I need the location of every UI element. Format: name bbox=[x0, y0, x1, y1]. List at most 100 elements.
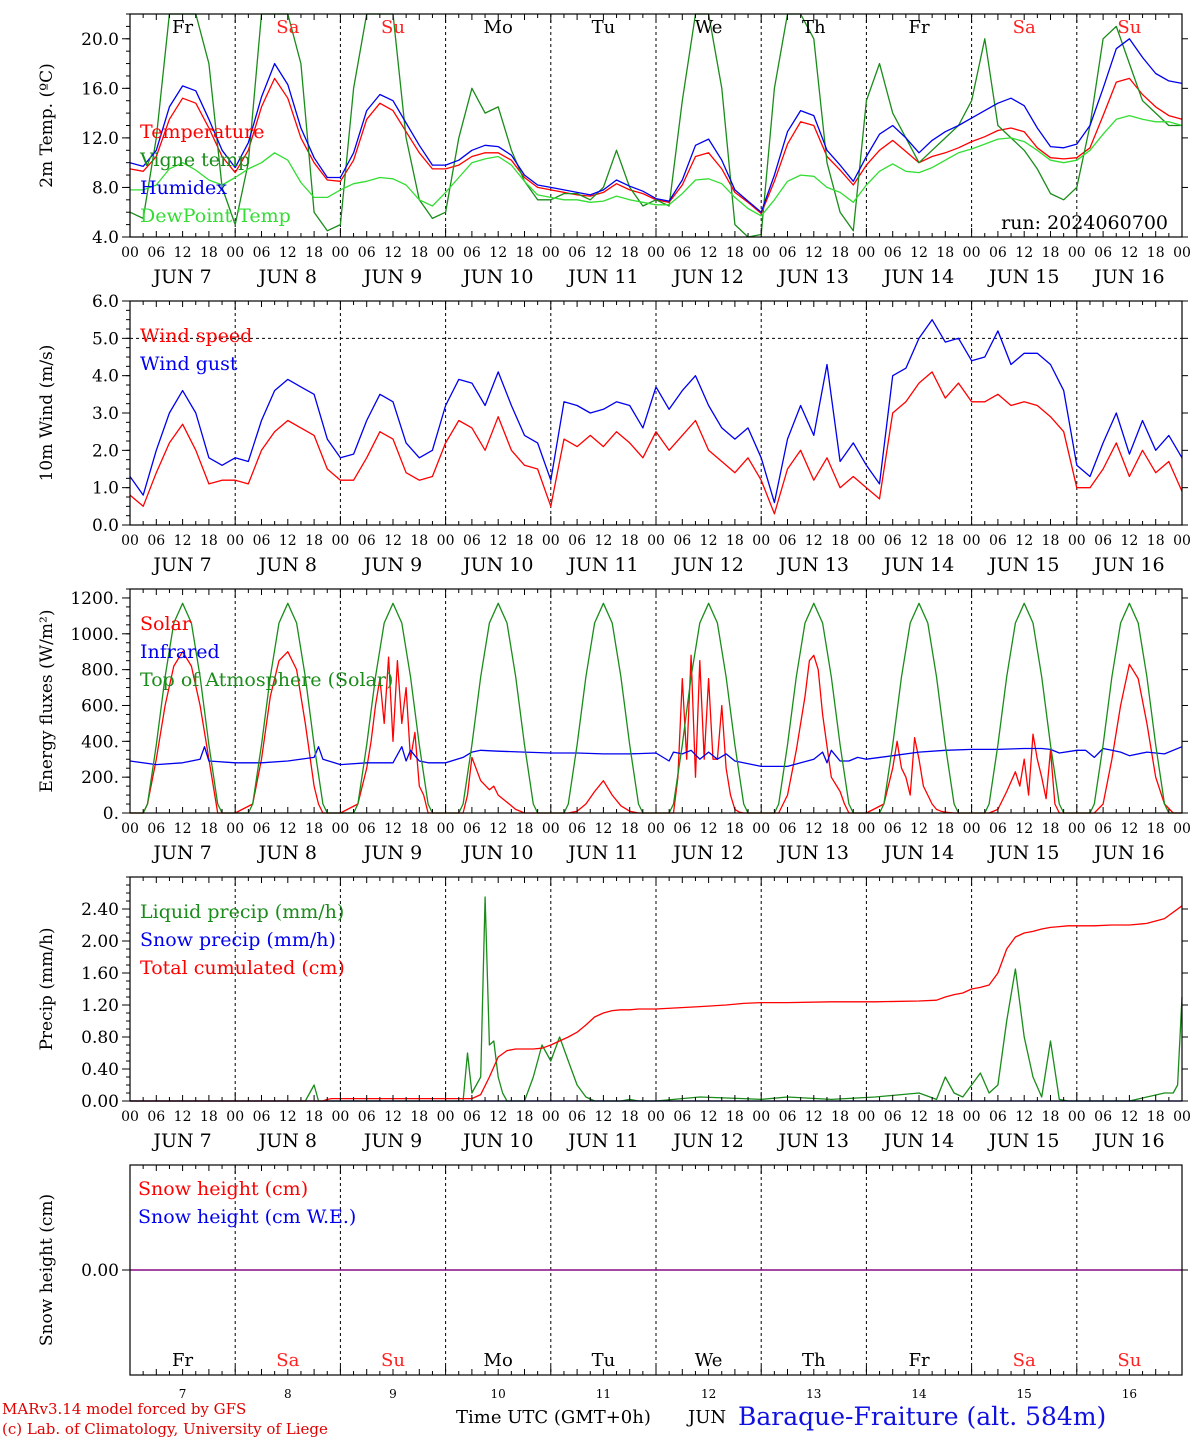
x-hour-label: 12 bbox=[174, 245, 192, 261]
x-hour-label: 00 bbox=[1068, 245, 1086, 261]
lab-credit: (c) Lab. of Climatology, University of L… bbox=[2, 1420, 328, 1438]
month-label: JUN bbox=[688, 1407, 727, 1428]
y-tick-label: 1.60 bbox=[81, 964, 119, 984]
y-tick-label: 0.80 bbox=[81, 1028, 119, 1048]
x-hour-label: 06 bbox=[147, 533, 165, 549]
x-hour-label: 18 bbox=[1042, 533, 1060, 549]
x-hour-label: 12 bbox=[805, 533, 823, 549]
y-tick-label: 3.0 bbox=[92, 404, 119, 424]
series-line-precip-2 bbox=[130, 905, 1183, 1102]
x-hour-label: 06 bbox=[253, 245, 271, 261]
x-hour-label: 18 bbox=[1147, 533, 1165, 549]
run-label: run: 2024060700 bbox=[1001, 212, 1168, 234]
x-hour-label: 06 bbox=[463, 245, 481, 261]
x-hour-label: 12 bbox=[910, 1109, 928, 1125]
day-number-label: 15 bbox=[1017, 1387, 1032, 1401]
y-axis-label-temperature: 2m Temp. (ºC) bbox=[37, 63, 57, 188]
x-hour-label: 18 bbox=[200, 245, 218, 261]
x-hour-label: 18 bbox=[516, 533, 534, 549]
weekday-label: Su bbox=[1117, 1350, 1141, 1371]
x-hour-label: 06 bbox=[884, 245, 902, 261]
x-hour-label: 18 bbox=[305, 533, 323, 549]
day-number-label: 14 bbox=[911, 1387, 927, 1401]
x-hour-label: 12 bbox=[1120, 533, 1138, 549]
x-hour-label: 00 bbox=[331, 821, 349, 837]
x-hour-label: 00 bbox=[542, 245, 560, 261]
plot-frame-temperature bbox=[129, 13, 1183, 238]
x-hour-label: 12 bbox=[594, 821, 612, 837]
x-hour-label: 00 bbox=[752, 821, 770, 837]
y-tick-label: 2.0 bbox=[92, 441, 119, 461]
x-hour-label: 00 bbox=[647, 821, 665, 837]
x-hour-label: 06 bbox=[463, 533, 481, 549]
x-hour-label: 00 bbox=[857, 821, 875, 837]
x-hour-label: 12 bbox=[1120, 1109, 1138, 1125]
x-date-label: JUN 8 bbox=[257, 1130, 317, 1152]
x-hour-label: 00 bbox=[226, 821, 244, 837]
weekday-label: Fr bbox=[908, 1350, 929, 1371]
x-date-label: JUN 13 bbox=[777, 266, 849, 288]
x-hour-label: 18 bbox=[305, 245, 323, 261]
x-hour-label: 00 bbox=[647, 533, 665, 549]
x-hour-label: 18 bbox=[516, 821, 534, 837]
y-tick-label: 0.0 bbox=[92, 516, 119, 536]
y-tick-label: 200. bbox=[81, 768, 119, 788]
x-hour-label: 06 bbox=[463, 1109, 481, 1125]
x-hour-label: 06 bbox=[884, 1109, 902, 1125]
x-hour-label: 18 bbox=[1147, 821, 1165, 837]
legend-snow-1: Snow height (cm W.E.) bbox=[138, 1206, 356, 1228]
y-tick-label: 600. bbox=[81, 696, 119, 716]
x-hour-label: 06 bbox=[568, 1109, 586, 1125]
x-hour-label: 06 bbox=[673, 1109, 691, 1125]
x-hour-label: 18 bbox=[516, 1109, 534, 1125]
y-tick-label: 1000. bbox=[70, 625, 119, 645]
x-hour-label: 00 bbox=[542, 1109, 560, 1125]
legend-wind-0: Wind speed bbox=[140, 325, 252, 347]
weekday-label: Fr bbox=[908, 17, 929, 38]
x-hour-label: 06 bbox=[673, 821, 691, 837]
x-hour-label: 18 bbox=[621, 245, 639, 261]
x-hour-label: 00 bbox=[331, 533, 349, 549]
x-date-label: JUN 13 bbox=[777, 842, 849, 864]
legend-temperature-0: Temperature bbox=[140, 121, 264, 143]
x-hour-label: 12 bbox=[700, 821, 718, 837]
x-hour-label: 12 bbox=[805, 1109, 823, 1125]
y-tick-label: 2.40 bbox=[81, 900, 119, 920]
x-hour-label: 00 bbox=[1173, 533, 1191, 549]
x-date-label: JUN 9 bbox=[362, 842, 422, 864]
x-date-label: JUN 12 bbox=[671, 1130, 743, 1152]
x-hour-label: 00 bbox=[963, 1109, 981, 1125]
x-hour-label: 12 bbox=[700, 1109, 718, 1125]
x-hour-label: 06 bbox=[253, 821, 271, 837]
x-hour-label: 00 bbox=[963, 821, 981, 837]
x-date-label: JUN 15 bbox=[987, 1130, 1059, 1152]
x-hour-label: 18 bbox=[831, 821, 849, 837]
weekday-label: Sa bbox=[1013, 17, 1036, 38]
x-hour-label: 18 bbox=[621, 821, 639, 837]
x-hour-label: 18 bbox=[410, 821, 428, 837]
x-hour-label: 00 bbox=[226, 533, 244, 549]
x-date-label: JUN 8 bbox=[257, 554, 317, 576]
x-hour-label: 18 bbox=[726, 821, 744, 837]
weekday-label: Tu bbox=[592, 1350, 616, 1371]
weekday-label: Fr bbox=[172, 17, 193, 38]
x-hour-label: 06 bbox=[253, 1109, 271, 1125]
day-number-label: 11 bbox=[596, 1387, 611, 1401]
weekday-label: We bbox=[695, 1350, 723, 1371]
legend-energy-1: Infrared bbox=[140, 641, 220, 663]
x-hour-label: 06 bbox=[989, 245, 1007, 261]
x-hour-label: 12 bbox=[594, 1109, 612, 1125]
weekday-label: Su bbox=[1117, 17, 1141, 38]
x-hour-label: 18 bbox=[1147, 245, 1165, 261]
x-hour-label: 18 bbox=[410, 245, 428, 261]
x-hour-label: 18 bbox=[305, 821, 323, 837]
x-hour-label: 18 bbox=[1042, 821, 1060, 837]
x-hour-label: 06 bbox=[1094, 533, 1112, 549]
x-hour-label: 12 bbox=[594, 533, 612, 549]
x-hour-label: 18 bbox=[200, 821, 218, 837]
x-hour-label: 18 bbox=[831, 1109, 849, 1125]
x-hour-label: 12 bbox=[1015, 533, 1033, 549]
y-tick-label: 1200. bbox=[70, 589, 119, 609]
x-hour-label: 18 bbox=[1042, 1109, 1060, 1125]
x-hour-label: 00 bbox=[1068, 533, 1086, 549]
